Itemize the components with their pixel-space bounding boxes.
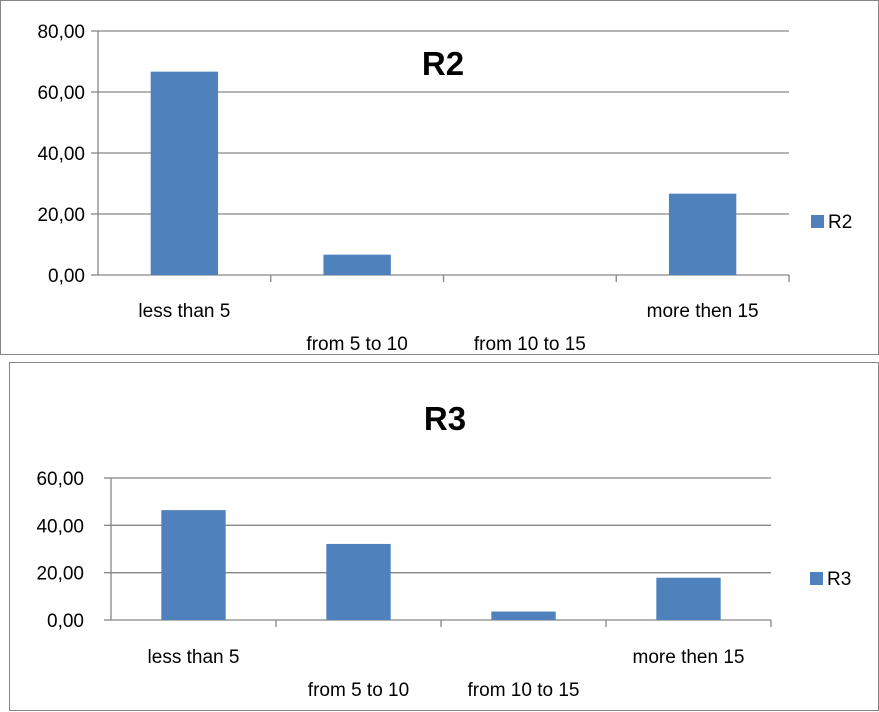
y-tick-label: 60,00 — [37, 83, 85, 104]
x-tick-label: from 10 to 15 — [468, 680, 580, 701]
x-tick-label: less than 5 — [138, 301, 230, 322]
x-tick-label: from 5 to 10 — [308, 680, 409, 701]
x-tick-label: from 5 to 10 — [306, 334, 407, 355]
bar — [656, 577, 721, 620]
legend-swatch — [811, 215, 824, 228]
chart-title: R2 — [422, 45, 464, 82]
legend-swatch — [810, 572, 823, 585]
chart-title: R3 — [424, 400, 466, 437]
y-tick-label: 40,00 — [37, 144, 85, 165]
y-tick-label: 40,00 — [36, 516, 84, 537]
chart-1-svg: R3 0,00 20,00 40,00 60,00 less than 5 from 5 t… — [36, 400, 851, 701]
bar — [150, 71, 219, 276]
x-tick-label: more then 15 — [647, 301, 759, 322]
bar — [323, 254, 391, 275]
y-tick-label: 0,00 — [48, 266, 85, 287]
x-tick-label: less than 5 — [148, 647, 240, 668]
y-tick-label: 60,00 — [36, 469, 84, 490]
bar — [668, 193, 737, 275]
legend-label: R2 — [828, 212, 852, 233]
bar — [326, 543, 391, 620]
y-tick-label: 80,00 — [37, 22, 85, 43]
chart-r2: R2 0,00 20,00 40,00 60,00 80,00 less than 5 fro… — [0, 0, 879, 355]
x-tick-label: from 10 to 15 — [474, 334, 586, 355]
y-tick-label: 20,00 — [37, 205, 85, 226]
chart-0-svg: R2 0,00 20,00 40,00 60,00 80,00 less than 5 fro… — [37, 22, 852, 355]
bar — [161, 510, 226, 620]
legend-label: R3 — [827, 569, 851, 590]
y-tick-label: 20,00 — [36, 564, 84, 585]
x-tick-label: more then 15 — [633, 647, 745, 668]
y-tick-label: 0,00 — [47, 611, 84, 632]
chart-r3: R3 0,00 20,00 40,00 60,00 less than 5 from 5 t… — [9, 362, 879, 711]
bar — [491, 611, 556, 620]
